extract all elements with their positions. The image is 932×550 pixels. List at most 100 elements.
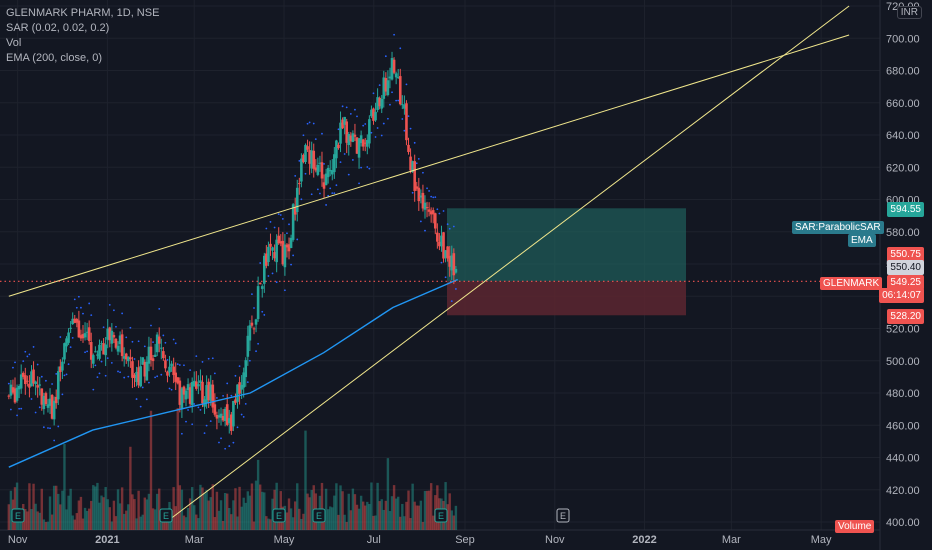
sar-dot — [325, 204, 328, 206]
legend-vol[interactable]: Vol — [6, 37, 22, 49]
candle-body — [409, 156, 412, 171]
candle-body — [59, 366, 62, 372]
currency-button[interactable]: INR — [896, 6, 922, 19]
candle-body — [355, 137, 359, 154]
volume-bar — [390, 496, 394, 530]
sar-dot — [366, 166, 369, 168]
sar-dot — [220, 437, 222, 440]
candle-body — [151, 358, 155, 362]
sar-dot — [143, 345, 146, 348]
candle-body — [318, 162, 322, 164]
candle-body — [127, 356, 130, 362]
price-tick-label: 520.00 — [886, 324, 920, 336]
volume-bar — [141, 514, 144, 530]
legend-symbol[interactable]: GLENMARK PHARM, 1D, NSE — [6, 7, 160, 19]
volume-bar — [444, 482, 447, 530]
candle-body — [232, 400, 235, 427]
sar-dot — [82, 312, 84, 315]
sar-dot — [36, 363, 39, 366]
candle-body — [215, 414, 219, 419]
candle-body — [442, 232, 445, 259]
sar-dot — [102, 326, 105, 329]
volume-bar — [267, 518, 270, 530]
sar-dot — [312, 122, 315, 125]
sar-dot — [265, 227, 268, 230]
sar-dot — [119, 371, 121, 374]
candle-body — [425, 207, 429, 209]
earnings-marker-icon[interactable]: E — [312, 508, 326, 523]
sar-dot — [296, 238, 299, 241]
candle-body — [343, 116, 346, 125]
volume-bar — [147, 493, 151, 530]
volume-bar — [366, 501, 369, 530]
volume-bar — [310, 490, 313, 530]
ema-indicator-tag: EMA — [848, 234, 876, 247]
sar-dot — [335, 184, 338, 187]
candle-body — [240, 384, 243, 390]
candle-body — [157, 336, 161, 344]
volume-bar — [423, 490, 427, 530]
volume-bar — [364, 505, 367, 530]
candle-body — [265, 253, 268, 266]
candle-body — [205, 385, 208, 403]
volume-series — [7, 407, 458, 530]
candle-body — [260, 286, 264, 289]
volume-bar — [322, 517, 326, 530]
sar-dot — [154, 376, 157, 379]
sar-dot — [302, 134, 305, 137]
sar-dot — [131, 340, 134, 343]
volume-bar — [186, 507, 190, 530]
candle-body — [178, 380, 182, 405]
sar-dot — [339, 161, 342, 164]
volume-bar — [215, 491, 219, 530]
sar-dot — [382, 122, 385, 125]
candle-body — [359, 135, 363, 144]
candle-body — [145, 361, 149, 381]
volume-bar — [339, 485, 342, 530]
sar-dot — [434, 196, 437, 199]
candle-body — [94, 351, 97, 353]
volume-bar — [65, 509, 68, 530]
candle-body — [273, 252, 276, 259]
sar-dot — [133, 358, 136, 360]
candle-body — [209, 384, 213, 401]
volume-bar — [83, 507, 87, 530]
candle-body — [254, 319, 258, 325]
legend-ema[interactable]: EMA (200, close, 0) — [6, 52, 102, 64]
volume-bar — [226, 493, 229, 530]
sar-dot — [84, 351, 86, 354]
earnings-marker-icon[interactable]: E — [434, 508, 448, 523]
sar-dot — [51, 383, 53, 385]
candle-body — [15, 387, 19, 401]
volume-bar — [205, 490, 208, 530]
legend-sar[interactable]: SAR (0.02, 0.02, 0.2) — [6, 22, 110, 34]
sar-dot — [337, 128, 340, 131]
volume-bar — [351, 488, 355, 530]
candle-body — [63, 343, 66, 360]
earnings-marker-icon[interactable]: E — [159, 508, 173, 523]
candle-body — [258, 282, 262, 285]
sar-dot — [362, 124, 365, 127]
candle-body — [401, 104, 404, 106]
earnings-marker-text: E — [15, 511, 21, 521]
sar-dot — [201, 361, 204, 363]
earnings-marker-icon[interactable]: E — [556, 508, 570, 523]
candle-body — [353, 134, 357, 137]
volume-bar — [40, 488, 43, 530]
candle-body — [221, 416, 225, 421]
sar-dot — [226, 382, 229, 385]
sar-dot — [55, 372, 58, 375]
volume-bar — [201, 487, 204, 530]
candle-body — [421, 192, 425, 209]
earnings-marker-icon[interactable]: E — [11, 508, 25, 523]
candle-body — [223, 408, 227, 421]
sar-dot — [448, 227, 451, 230]
earnings-marker-icon[interactable]: E — [272, 508, 286, 523]
sar-dot — [176, 363, 179, 366]
sar-dot — [125, 336, 128, 339]
candle-body — [176, 377, 180, 384]
candle-body — [341, 119, 344, 129]
candle-body — [180, 388, 184, 409]
candle-body — [271, 247, 274, 251]
